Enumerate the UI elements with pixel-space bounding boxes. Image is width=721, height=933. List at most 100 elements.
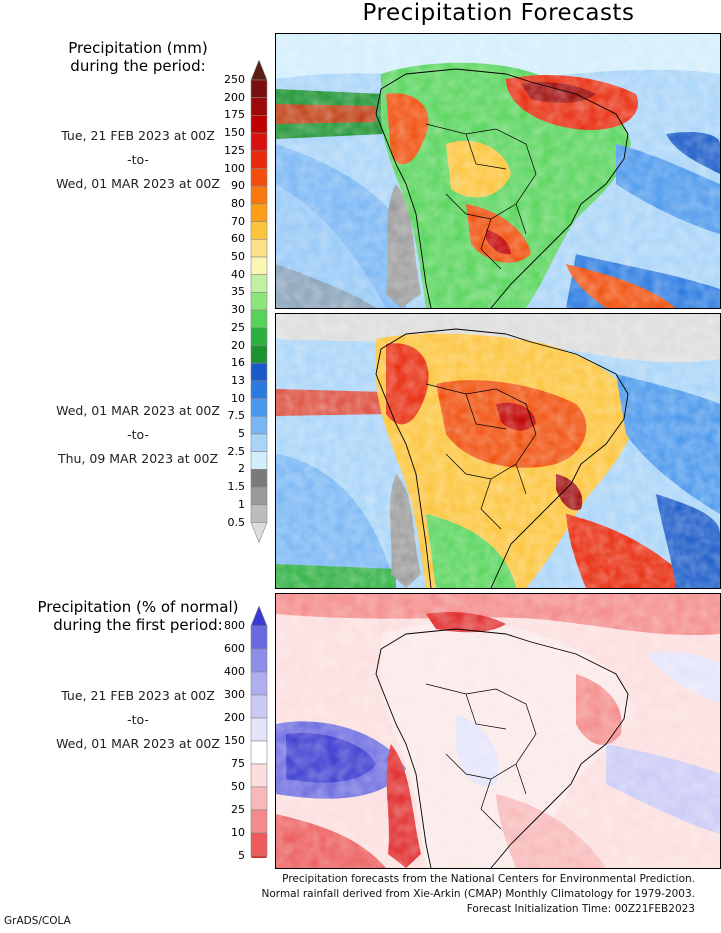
colorbar-swatch: [250, 671, 268, 696]
colorbar-tick-label: 20: [231, 338, 245, 352]
colorbar-swatch: [250, 486, 268, 506]
footer-line2: Normal rainfall derived from Xie-Arkin (…: [261, 888, 695, 900]
percent-legend-heading: Precipitation (% of normal) during the f…: [0, 598, 276, 634]
amount-legend-heading-line2: during the period:: [70, 57, 206, 75]
colorbar-swatch: [250, 415, 268, 435]
colorbar-swatch: [250, 786, 268, 811]
colorbar-swatch: [250, 380, 268, 399]
colorbar-swatch: [250, 648, 268, 673]
footer-line1: Precipitation forecasts from the Nationa…: [282, 873, 695, 885]
page-title: Precipitation Forecasts: [362, 0, 635, 26]
percent-of-normal-map: [275, 593, 721, 869]
credit-label: GrADS/COLA: [4, 915, 71, 927]
colorbar-swatch: [250, 763, 268, 788]
colorbar-swatch: [250, 740, 268, 765]
colorbar-tick-label: 25: [231, 320, 245, 334]
colorbar-tick-label: 600: [224, 642, 245, 655]
colorbar-tick-label: 150: [224, 126, 245, 140]
colorbar-tick-label: 5: [238, 427, 245, 440]
colorbar-swatch: [250, 398, 268, 417]
colorbar-swatch: [250, 79, 268, 99]
colorbar-tick-label: 800: [224, 619, 245, 632]
colorbar-tick-label: 200: [224, 711, 245, 724]
colorbar-swatch: [250, 451, 268, 470]
colorbar-tick-label: 250: [224, 73, 245, 86]
percent-legend-heading-line1: Precipitation (% of normal): [37, 598, 239, 616]
period1-to: -to-: [127, 152, 149, 167]
colorbar-tick-label: 7.5: [227, 409, 246, 423]
colorbar-cap-bottom: [250, 855, 268, 858]
colorbar-tick-label: 125: [224, 143, 245, 157]
colorbar-cap-top: [250, 606, 268, 627]
colorbar-tick-label: 10: [231, 391, 245, 405]
period1-start: Tue, 21 FEB 2023 at 00Z: [61, 128, 215, 143]
colorbar-swatch: [250, 345, 268, 364]
percent-legend-heading-line2: during the first period:: [53, 616, 223, 634]
colorbar-swatch: [250, 239, 268, 258]
colorbar-swatch: [250, 309, 268, 329]
colorbar-tick-label: 5: [238, 849, 245, 862]
colorbar-swatch: [250, 809, 268, 834]
colorbar-swatch: [250, 168, 268, 187]
period2-start: Wed, 01 MAR 2023 at 00Z: [56, 403, 220, 418]
colorbar-swatch: [250, 221, 268, 240]
period1-end: Wed, 01 MAR 2023 at 00Z: [56, 176, 220, 191]
amount-legend-heading: Precipitation (mm) during the period:: [0, 39, 276, 75]
forecast-map-period1: [275, 33, 721, 309]
colorbar-swatch: [250, 694, 268, 719]
amount-colorbar: [250, 60, 268, 544]
colorbar-swatch: [250, 327, 268, 346]
colorbar-swatch: [250, 832, 268, 857]
colorbar-swatch: [250, 150, 268, 169]
colorbar-tick-label: 2.5: [227, 444, 246, 458]
colorbar-tick-label: 150: [224, 734, 245, 747]
colorbar-swatch: [250, 115, 268, 134]
forecast-map-period2: [275, 313, 721, 589]
period1-dates: Tue, 21 FEB 2023 at 00Z -to- Wed, 01 MAR…: [0, 128, 276, 191]
colorbar-tick-label: 40: [231, 267, 245, 281]
period2-dates: Wed, 01 MAR 2023 at 00Z -to- Thu, 09 MAR…: [0, 403, 276, 466]
colorbar-tick-label: 30: [231, 303, 245, 317]
colorbar-tick-label: 25: [231, 803, 245, 816]
colorbar-swatch: [250, 433, 268, 453]
colorbar-cap-bottom: [250, 522, 268, 544]
colorbar-tick-label: 175: [224, 108, 245, 122]
colorbar-tick-label: 300: [224, 688, 245, 701]
colorbar-tick-label: 80: [231, 196, 245, 210]
colorbar-tick-label: 200: [224, 90, 245, 104]
colorbar-swatch: [250, 469, 268, 488]
colorbar-tick-label: 13: [231, 373, 245, 387]
colorbar-swatch: [250, 203, 268, 222]
percent-colorbar: [250, 606, 268, 858]
footer-notes: Precipitation forecasts from the Nationa…: [195, 872, 695, 917]
colorbar-swatch: [250, 274, 268, 293]
colorbar-swatch: [250, 625, 268, 650]
colorbar-tick-label: 100: [224, 161, 245, 175]
colorbar-tick-label: 16: [231, 356, 245, 370]
period3-to: -to-: [127, 712, 149, 727]
colorbar-swatch: [250, 292, 268, 311]
colorbar-swatch: [250, 362, 268, 382]
colorbar-tick-label: 2: [238, 462, 245, 476]
colorbar-tick-label: 75: [231, 757, 245, 770]
colorbar-swatch: [250, 504, 268, 523]
footer-line3: Forecast Initialization Time: 00Z21FEB20…: [466, 903, 695, 915]
period2-to: -to-: [127, 427, 149, 442]
colorbar-swatch: [250, 185, 268, 205]
colorbar-tick-label: 35: [231, 285, 245, 299]
colorbar-tick-label: 1.5: [227, 480, 246, 494]
colorbar-tick-label: 10: [231, 826, 245, 839]
amount-legend-heading-line1: Precipitation (mm): [68, 39, 208, 57]
period3-start: Tue, 21 FEB 2023 at 00Z: [61, 688, 215, 703]
colorbar-swatch: [250, 717, 268, 742]
period3-dates: Tue, 21 FEB 2023 at 00Z -to- Wed, 01 MAR…: [0, 688, 276, 751]
colorbar-tick-label: 1: [238, 497, 245, 511]
colorbar-tick-label: 70: [231, 214, 245, 228]
colorbar-swatch: [250, 97, 268, 116]
colorbar-tick-label: 50: [231, 780, 245, 793]
colorbar-cap-top: [250, 60, 268, 81]
colorbar-swatch: [250, 132, 268, 152]
colorbar-tick-label: 400: [224, 665, 245, 678]
colorbar-swatch: [250, 256, 268, 276]
colorbar-tick-label: 60: [231, 232, 245, 246]
